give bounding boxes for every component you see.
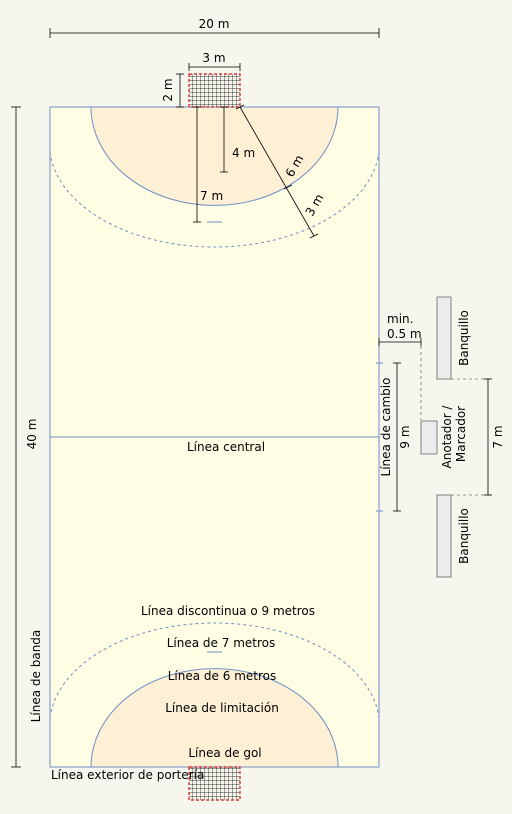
dashed-line-label: Línea discontinua o 9 metros	[141, 604, 315, 618]
seven-meter-line-label: Línea de 7 metros	[167, 636, 275, 650]
outer-goal-line-label: Línea exterior de portería	[51, 768, 204, 782]
goal-net-top	[189, 74, 240, 107]
substitution-line-label: Línea de cambio	[379, 378, 393, 477]
bench-top	[437, 297, 451, 379]
bench-span-label: 7 m	[491, 425, 505, 448]
goal-depth-dimension	[176, 74, 184, 107]
scorer-label-line2: Marcador	[454, 406, 468, 462]
center-line-label: Línea central	[187, 440, 265, 454]
width-label: 20 m	[199, 17, 230, 31]
six-meter-line-label: Línea de 6 metros	[168, 669, 276, 683]
restraining-line-label: Línea de limitación	[165, 701, 279, 715]
length-dimension	[11, 107, 21, 767]
goal-width-label: 3 m	[202, 51, 225, 65]
side-line-label: Línea de banda	[29, 630, 43, 723]
min-label-line2: 0.5 m	[387, 327, 422, 341]
scorer-table	[421, 421, 437, 454]
goal-line-label: Línea de gol	[188, 746, 261, 760]
scorer-label-line1: Anotador /	[440, 405, 454, 469]
four-meter-label: 4 m	[232, 146, 255, 160]
goal-depth-label: 2 m	[161, 78, 175, 101]
bench-bottom	[437, 495, 451, 577]
nine-meter-label: 9 m	[398, 425, 412, 448]
bench-top-label: Banquillo	[457, 310, 471, 366]
bench-bottom-label: Banquillo	[457, 508, 471, 564]
length-label: 40 m	[25, 419, 39, 450]
seven-meter-label: 7 m	[200, 189, 223, 203]
min-label-line1: min.	[387, 312, 413, 326]
